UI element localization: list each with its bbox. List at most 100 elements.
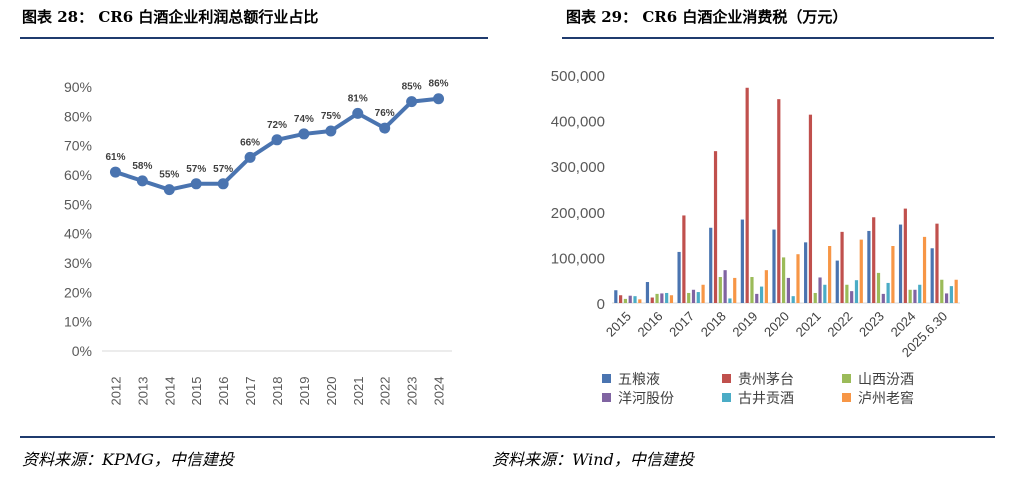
y-tick-label: 50%: [64, 196, 92, 212]
bar: [660, 293, 664, 303]
data-label: 76%: [375, 108, 395, 119]
left-title-rule: [20, 37, 488, 39]
bar: [813, 292, 817, 303]
x-tick-label: 2023: [856, 309, 887, 340]
bar: [645, 282, 650, 303]
consumption-tax-bar-chart: 0 100,000 200,000 300,000 400,000 500,000 2015…: [551, 68, 960, 406]
y-tick-label: 500,000: [551, 68, 605, 85]
x-tick-label: 2020: [761, 309, 792, 340]
x-tick-label: 2018: [698, 309, 729, 340]
data-label: 57%: [186, 164, 206, 175]
x-tick-label: 2017: [666, 309, 697, 340]
x-tick-label: 2015: [189, 377, 204, 406]
bar: [786, 277, 790, 303]
data-point: [109, 166, 121, 178]
bar: [733, 277, 737, 303]
bar: [867, 230, 871, 303]
bar: [859, 239, 863, 303]
y-tick-label: 20%: [64, 284, 92, 300]
data-point: [163, 184, 175, 196]
bar: [872, 217, 876, 303]
y-tick-label: 40%: [64, 226, 92, 242]
data-point: [136, 175, 148, 187]
x-tick-label: 2023: [405, 377, 420, 406]
footer-rule: [20, 436, 995, 438]
bar: [687, 292, 691, 303]
y-tick-label: 200,000: [551, 205, 605, 222]
x-tick-label: 2021: [793, 309, 824, 340]
legend-label: 泸州老窖: [858, 390, 914, 406]
bar: [808, 114, 813, 303]
legend-swatch: [602, 374, 611, 383]
x-tick-label: 2022: [824, 309, 855, 340]
y-tick-label: 10%: [64, 314, 92, 330]
y-tick-label: 30%: [64, 255, 92, 271]
bar: [759, 286, 764, 303]
data-label: 81%: [348, 93, 368, 104]
y-tick-label: 100,000: [551, 250, 605, 267]
bar: [940, 279, 944, 303]
x-tick-label: 2014: [162, 377, 177, 406]
bar: [818, 277, 822, 303]
bar: [650, 297, 654, 303]
bar: [918, 284, 922, 303]
bar: [954, 279, 958, 303]
bar: [840, 231, 844, 303]
data-label: 57%: [213, 164, 233, 175]
bar: [623, 298, 628, 303]
data-point: [244, 151, 256, 163]
bar: [691, 289, 696, 303]
y-tick-label: 0%: [72, 343, 92, 359]
x-tick-label: 2016: [635, 309, 666, 340]
bar: [944, 293, 949, 303]
legend-swatch: [842, 393, 851, 402]
data-point: [433, 93, 445, 105]
bar: [908, 289, 912, 303]
bar: [930, 248, 934, 303]
bar: [791, 296, 795, 303]
bar: [876, 272, 881, 303]
bar: [804, 242, 808, 303]
bar: [854, 280, 859, 303]
bar: [638, 299, 642, 303]
data-label: 55%: [159, 170, 179, 181]
data-point: [325, 125, 337, 137]
bar: [782, 257, 786, 303]
right-title-rule: [562, 37, 994, 39]
legend-label: 五粮液: [618, 371, 660, 387]
bar: [823, 284, 827, 303]
data-label: 74%: [294, 114, 314, 125]
x-tick-label: 2024: [432, 377, 447, 406]
bar: [772, 229, 776, 303]
data-label: 72%: [267, 120, 287, 131]
data-label: 61%: [105, 152, 125, 163]
data-point: [379, 122, 391, 134]
bar: [723, 270, 727, 303]
y-tick-label: 80%: [64, 108, 92, 124]
bar: [745, 87, 749, 303]
profit-share-line-chart: 0% 10% 20% 30% 40% 50% 60% 70% 80% 90% 2012 2013 201…: [64, 79, 452, 406]
bar: [835, 260, 839, 303]
x-tick-label: 2016: [216, 377, 231, 406]
bar: [614, 290, 618, 303]
bar: [628, 295, 632, 303]
bar: [669, 295, 674, 303]
bar: [845, 284, 849, 303]
data-point: [406, 96, 418, 108]
bar: [677, 251, 681, 303]
data-label: 66%: [240, 137, 260, 148]
data-label: 86%: [429, 79, 449, 90]
bar: [750, 277, 754, 303]
legend-label: 洋河股份: [618, 390, 674, 406]
bar: [913, 289, 917, 303]
right-source-note: 资料来源：Wind，中信建投: [492, 450, 694, 469]
bar: [740, 219, 744, 303]
bar: [903, 208, 907, 303]
x-tick-label: 2020: [324, 377, 339, 406]
bar: [828, 246, 832, 303]
bar: [949, 286, 953, 303]
x-tick-label: 2017: [243, 377, 258, 406]
bar: [898, 224, 903, 303]
left-source-note: 资料来源：KPMG，中信建投: [22, 450, 234, 469]
bar: [755, 293, 759, 303]
